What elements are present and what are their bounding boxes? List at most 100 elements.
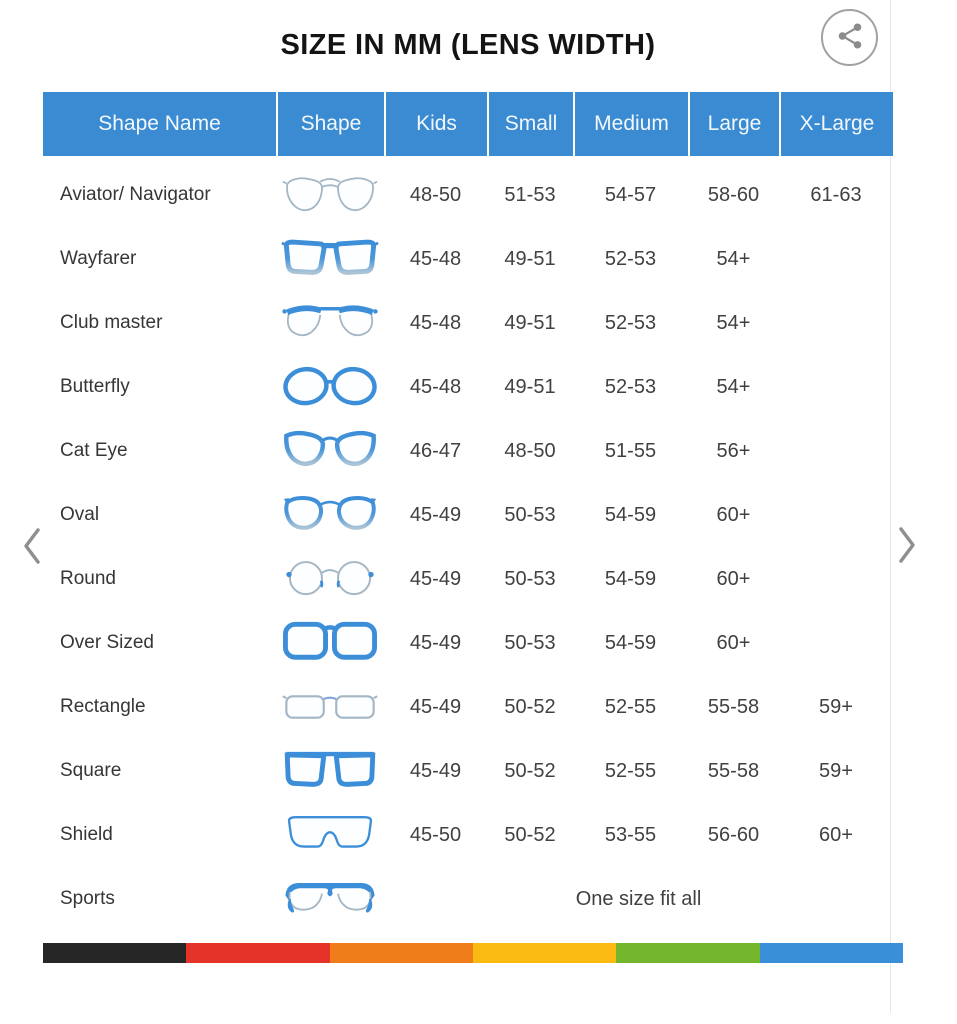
large-size-cell: 54+ [716,311,751,334]
small-size-cell: 50-53 [504,631,556,654]
table-body: Aviator/ Navigator 48-50 [43,163,893,931]
table-row: Sports One [43,867,893,931]
kids-size-cell: 45-49 [409,567,462,590]
shape-name-cell: Shield [60,824,113,845]
small-size-cell: 50-52 [504,759,556,782]
header-xlarge: X-Large [779,92,893,156]
table-row: Rectangle 45-49 50-52 52 [43,675,893,739]
small-size-cell: 49-51 [504,375,556,398]
kids-size-cell: 45-48 [409,247,462,270]
header-kids: Kids [384,92,487,156]
kids-size-cell: 45-49 [409,759,462,782]
stripe-segment-blue [759,943,903,963]
large-size-cell: 60+ [716,567,751,590]
medium-size-cell: 53-55 [604,823,657,846]
chevron-right-icon [895,527,919,568]
shape-name-cell: Sports [60,888,115,909]
chevron-left-icon [20,528,44,569]
xlarge-size-cell: 61-63 [810,183,862,206]
share-icon [835,21,865,54]
medium-size-cell: 51-55 [604,439,657,462]
one-size-cell: One size fit all [575,887,702,910]
carousel-prev-button[interactable] [20,526,44,569]
small-size-cell: 50-52 [504,823,556,846]
stripe-segment-yellow [472,943,617,963]
kids-size-cell: 45-50 [409,823,462,846]
medium-size-cell: 52-53 [604,375,657,398]
medium-size-cell: 52-53 [604,311,657,334]
shape-name-cell: Round [60,568,116,589]
oval-glasses-icon [281,490,379,540]
kids-size-cell: 45-49 [409,695,462,718]
shape-cell [276,490,384,540]
shield-glasses-icon [281,810,379,860]
table-row: Round 45-4 [43,547,893,611]
medium-size-cell: 52-55 [604,695,657,718]
table-row: Oval 45-49 50-53 54-59 [43,483,893,547]
oversized-glasses-icon [281,618,379,668]
rectangle-glasses-icon [281,682,379,732]
kids-size-cell: 45-49 [409,503,462,526]
carousel-next-button[interactable] [895,525,919,568]
shape-cell [276,298,384,348]
table-row: Aviator/ Navigator 48-50 [43,163,893,227]
footer-color-stripe [43,943,903,963]
kids-size-cell: 45-48 [409,375,462,398]
medium-size-cell: 54-59 [604,631,657,654]
header-shape: Shape [276,92,384,156]
kids-size-cell: 45-49 [409,631,462,654]
shape-name-cell: Cat Eye [60,440,128,461]
page-title: SIZE IN MM (LENS WIDTH) [280,29,656,61]
share-button[interactable] [821,9,878,66]
butterfly-glasses-icon [281,362,379,412]
stripe-segment-red [186,943,330,963]
kids-size-cell: 46-47 [409,439,462,462]
table-row: Wayfarer 45-48 49-51 52- [43,227,893,291]
shape-cell [276,618,384,668]
large-size-cell: 56+ [716,439,751,462]
kids-size-cell: 45-48 [409,311,462,334]
medium-size-cell: 52-55 [604,759,657,782]
large-size-cell: 60+ [716,503,751,526]
shape-cell [276,554,384,604]
shape-cell [276,362,384,412]
large-size-cell: 58-60 [707,183,760,206]
table-row: Club master [43,291,893,355]
kids-size-cell: 48-50 [409,183,462,206]
medium-size-cell: 54-59 [604,567,657,590]
medium-size-cell: 54-57 [604,183,657,206]
large-size-cell: 55-58 [707,695,760,718]
shape-cell [276,170,384,220]
square-glasses-icon [281,746,379,796]
size-table: Shape Name Shape Kids Small Medium Large… [43,92,893,931]
stripe-segment-orange [329,943,473,963]
clubmaster-glasses-icon [281,298,379,348]
size-chart-card: SIZE IN MM (LENS WIDTH) Shape Name Shape… [43,0,903,1013]
xlarge-size-cell: 59+ [819,695,853,718]
shape-cell [276,810,384,860]
table-header-row: Shape Name Shape Kids Small Medium Large… [43,92,893,156]
shape-cell [276,426,384,476]
sports-glasses-icon [281,874,379,924]
cateye-glasses-icon [281,426,379,476]
table-row: Cat Eye 46-47 48-50 51-55 56+ [43,419,893,483]
table-row: Shield 45-50 50-52 53-55 56-60 60+ [43,803,893,867]
xlarge-size-cell: 59+ [819,759,853,782]
shape-name-cell: Oval [60,504,100,525]
small-size-cell: 50-53 [504,503,556,526]
aviator-glasses-icon [281,170,379,220]
shape-name-cell: Over Sized [60,632,154,653]
shape-name-cell: Rectangle [60,696,146,717]
large-size-cell: 55-58 [707,759,760,782]
table-row: Square 45-49 50-52 52-55 55-58 [43,739,893,803]
large-size-cell: 54+ [716,247,751,270]
small-size-cell: 49-51 [504,247,556,270]
header-large: Large [688,92,779,156]
xlarge-size-cell: 60+ [819,823,853,846]
small-size-cell: 51-53 [504,183,556,206]
stripe-segment-green [616,943,760,963]
large-size-cell: 54+ [716,375,751,398]
shape-name-cell: Aviator/ Navigator [60,184,211,205]
table-row: Butterfly 45-48 49-51 52-53 54+ [43,355,893,419]
